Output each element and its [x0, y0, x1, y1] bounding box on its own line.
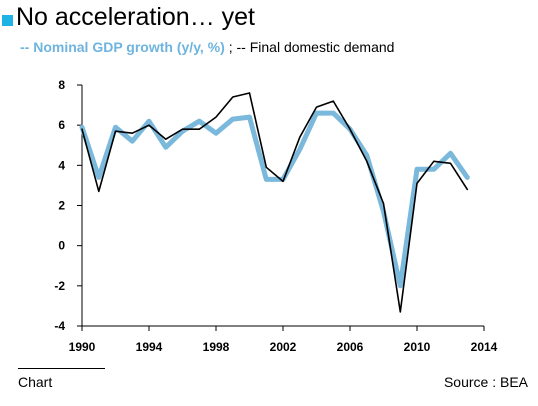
- chart-title: No acceleration… yet: [16, 3, 256, 31]
- y-tick-label: 2: [58, 199, 65, 213]
- x-tick-label: 1994: [136, 340, 163, 354]
- source-note: Source : BEA: [443, 374, 528, 390]
- legend-final-demand: -- Final domestic demand: [236, 39, 395, 55]
- y-tick-label: -2: [54, 279, 65, 293]
- y-tick-label: 6: [58, 118, 65, 132]
- x-tick-label: 2002: [270, 340, 297, 354]
- x-tick-label: 1998: [203, 340, 230, 354]
- x-tick-label: 2014: [471, 340, 498, 354]
- series-line-final-demand: [81, 92, 469, 313]
- x-tick-label: 2006: [337, 340, 364, 354]
- series-line-nominal-gdp: [79, 110, 470, 289]
- legend-separator: ;: [224, 39, 237, 55]
- y-tick-label: -4: [54, 319, 65, 333]
- title-row: No acceleration… yet: [2, 0, 255, 34]
- y-tick-label: 8: [58, 78, 65, 92]
- title-marker: [2, 14, 13, 26]
- x-tick-label: 2010: [404, 340, 431, 354]
- chart-subtitle: -- Nominal GDP growth (y/y, %) ; -- Fina…: [20, 39, 394, 55]
- footer-label: Chart: [18, 374, 53, 390]
- footer-rule: [18, 368, 105, 369]
- y-tick-label: 4: [58, 158, 65, 172]
- x-tick-label: 1990: [69, 340, 96, 354]
- legend-nominal-gdp: -- Nominal GDP growth (y/y, %): [20, 39, 225, 55]
- y-tick-label: 0: [58, 239, 65, 253]
